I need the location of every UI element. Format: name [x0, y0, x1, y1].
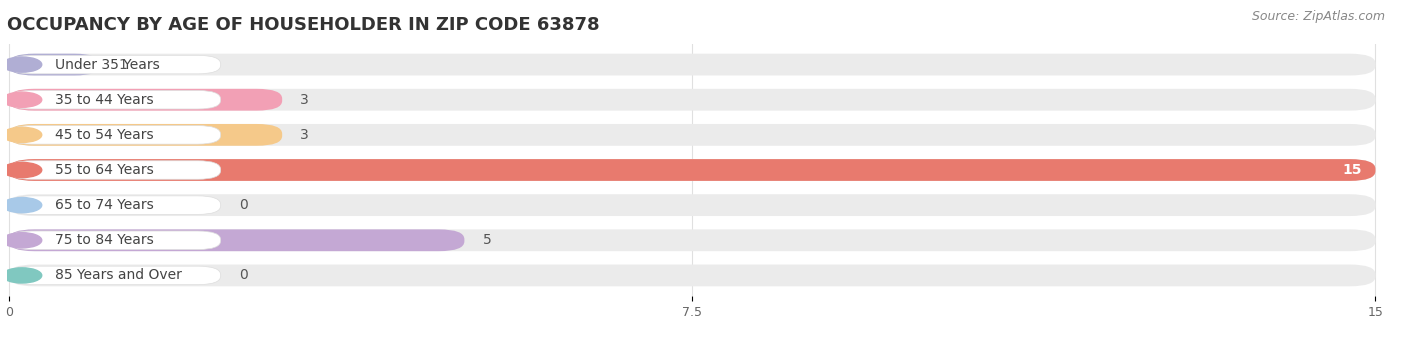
Circle shape [3, 163, 42, 177]
FancyBboxPatch shape [8, 55, 221, 74]
Text: 0: 0 [239, 198, 247, 212]
Text: 55 to 64 Years: 55 to 64 Years [55, 163, 155, 177]
FancyBboxPatch shape [8, 125, 221, 144]
Text: 3: 3 [301, 128, 309, 142]
Circle shape [3, 198, 42, 213]
FancyBboxPatch shape [8, 124, 1375, 146]
FancyBboxPatch shape [8, 196, 221, 215]
Text: 1: 1 [118, 57, 127, 72]
Text: 65 to 74 Years: 65 to 74 Years [55, 198, 155, 212]
Text: 35 to 44 Years: 35 to 44 Years [55, 93, 155, 107]
FancyBboxPatch shape [8, 230, 1375, 251]
FancyBboxPatch shape [8, 194, 1375, 216]
FancyBboxPatch shape [8, 124, 283, 146]
FancyBboxPatch shape [8, 159, 1375, 181]
Text: 85 Years and Over: 85 Years and Over [55, 268, 183, 283]
FancyBboxPatch shape [8, 54, 1375, 75]
FancyBboxPatch shape [8, 161, 221, 179]
FancyBboxPatch shape [8, 265, 1375, 286]
FancyBboxPatch shape [8, 90, 221, 109]
FancyBboxPatch shape [8, 159, 1375, 181]
Text: 75 to 84 Years: 75 to 84 Years [55, 233, 155, 247]
Text: 0: 0 [239, 268, 247, 283]
Circle shape [3, 233, 42, 248]
Circle shape [3, 268, 42, 283]
Text: OCCUPANCY BY AGE OF HOUSEHOLDER IN ZIP CODE 63878: OCCUPANCY BY AGE OF HOUSEHOLDER IN ZIP C… [7, 16, 599, 34]
Circle shape [3, 127, 42, 142]
FancyBboxPatch shape [8, 231, 221, 250]
FancyBboxPatch shape [8, 266, 221, 285]
FancyBboxPatch shape [8, 230, 464, 251]
Text: 3: 3 [301, 93, 309, 107]
Text: 5: 5 [482, 233, 491, 247]
FancyBboxPatch shape [8, 89, 1375, 111]
FancyBboxPatch shape [8, 54, 100, 75]
Text: 45 to 54 Years: 45 to 54 Years [55, 128, 155, 142]
Circle shape [3, 92, 42, 107]
Text: 15: 15 [1343, 163, 1362, 177]
Text: Source: ZipAtlas.com: Source: ZipAtlas.com [1251, 10, 1385, 23]
FancyBboxPatch shape [8, 89, 283, 111]
Circle shape [3, 57, 42, 72]
Text: Under 35 Years: Under 35 Years [55, 57, 160, 72]
